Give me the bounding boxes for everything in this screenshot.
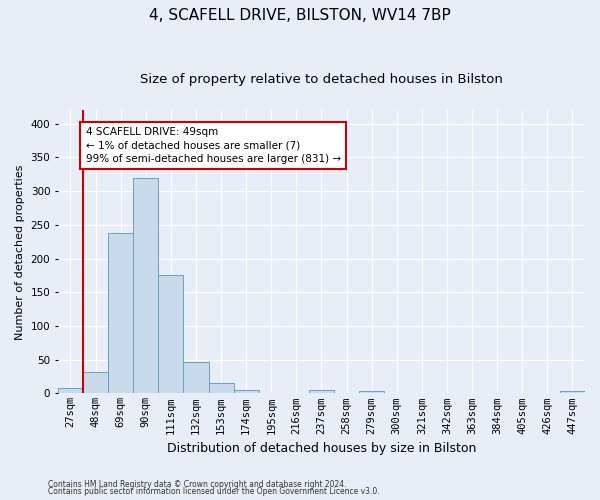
Text: Contains public sector information licensed under the Open Government Licence v3: Contains public sector information licen… <box>48 488 380 496</box>
Bar <box>158 276 184 394</box>
Bar <box>58 388 83 394</box>
Bar <box>359 392 384 394</box>
Bar <box>233 390 259 394</box>
Bar <box>108 233 133 394</box>
Bar <box>560 392 585 394</box>
Bar <box>133 178 158 394</box>
X-axis label: Distribution of detached houses by size in Bilston: Distribution of detached houses by size … <box>167 442 476 455</box>
Bar <box>209 384 233 394</box>
Text: 4 SCAFELL DRIVE: 49sqm
← 1% of detached houses are smaller (7)
99% of semi-detac: 4 SCAFELL DRIVE: 49sqm ← 1% of detached … <box>86 127 341 164</box>
Text: Contains HM Land Registry data © Crown copyright and database right 2024.: Contains HM Land Registry data © Crown c… <box>48 480 347 489</box>
Bar <box>83 372 108 394</box>
Y-axis label: Number of detached properties: Number of detached properties <box>15 164 25 340</box>
Bar <box>309 390 334 394</box>
Text: 4, SCAFELL DRIVE, BILSTON, WV14 7BP: 4, SCAFELL DRIVE, BILSTON, WV14 7BP <box>149 8 451 22</box>
Bar <box>184 362 209 394</box>
Title: Size of property relative to detached houses in Bilston: Size of property relative to detached ho… <box>140 72 503 86</box>
